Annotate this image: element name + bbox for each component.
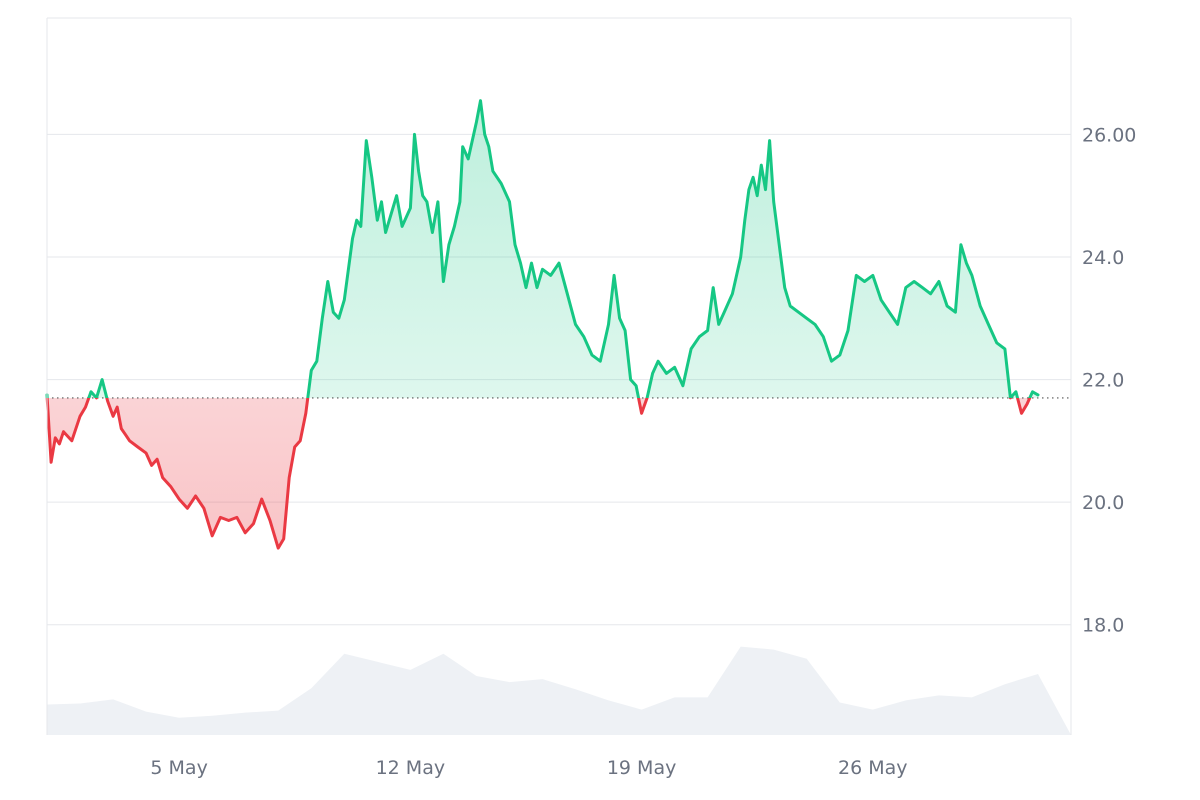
area-below-fill <box>47 397 1030 549</box>
x-axis-ticks: 5 May 12 May 19 May 26 May <box>150 757 907 779</box>
price-line-above <box>45 99 1040 398</box>
x-tick-label: 19 May <box>607 757 677 779</box>
volume-area <box>47 646 1071 735</box>
volume-fill <box>47 646 1071 735</box>
price-area-fill <box>47 100 1038 549</box>
y-tick-label: 24.0 <box>1082 247 1124 269</box>
plot-frame <box>46 17 1072 735</box>
y-tick-label: 18.0 <box>1082 615 1124 637</box>
price-line-below <box>45 397 1032 550</box>
area-above-fill <box>47 100 1038 398</box>
y-tick-label: 22.0 <box>1082 370 1124 392</box>
x-tick-label: 5 May <box>150 757 207 779</box>
price-line <box>45 99 1040 550</box>
y-axis-ticks: 26.00 24.0 22.0 20.0 18.0 <box>1082 124 1136 636</box>
x-tick-label: 26 May <box>838 757 908 779</box>
y-tick-label: 20.0 <box>1082 492 1124 514</box>
y-tick-label: 26.00 <box>1082 124 1136 146</box>
x-tick-label: 12 May <box>376 757 446 779</box>
